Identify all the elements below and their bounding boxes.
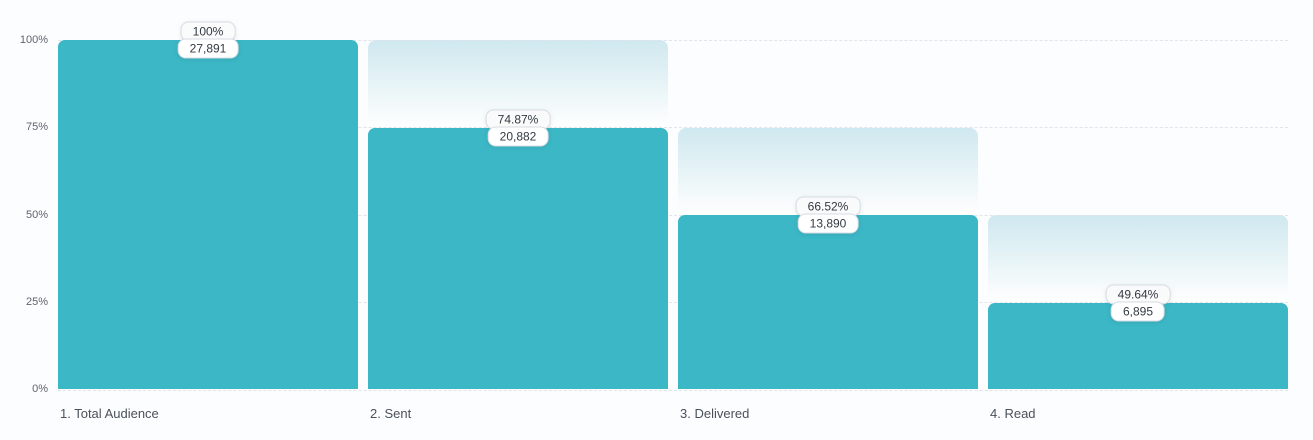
gridline-75 [58, 127, 1288, 129]
funnel-stage-delivered: 66.52% 13,890 3. Delivered [678, 40, 978, 421]
stage-percent-badge: 74.87% [485, 109, 551, 130]
funnel-stage-sent: 74.87% 20,882 2. Sent [368, 40, 668, 421]
y-tick-label: 50% [25, 208, 48, 221]
funnel-stage-read: 49.64% 6,895 4. Read [988, 40, 1288, 421]
gridline-100 [58, 40, 1288, 41]
stage-percent-badge: 66.52% [795, 196, 861, 217]
stage-value-badge: 27,891 [177, 38, 239, 59]
stage-badge: 49.64% 6,895 [1105, 284, 1171, 322]
funnel-stage-total-audience: 100% 27,891 1. Total Audience [58, 21, 358, 421]
y-tick-label: 75% [25, 121, 48, 134]
stage-value-badge: 20,882 [487, 126, 549, 147]
stage-badge: 74.87% 20,882 [485, 109, 551, 147]
stage-value-badge: 13,890 [797, 213, 859, 234]
stage-percent-badge: 100% [180, 21, 236, 42]
stage-value-badge: 6,895 [1110, 301, 1166, 322]
stage-label: 3. Delivered [680, 406, 750, 421]
y-tick-label: 0% [32, 383, 48, 395]
gridline-50 [58, 214, 1288, 216]
y-axis: 100% 75% 50% 25% 0% [0, 34, 48, 395]
funnel-bar[interactable] [58, 40, 358, 389]
stage-label: 4. Read [990, 406, 1036, 421]
stage-badge: 66.52% 13,890 [795, 196, 861, 234]
plot-area: 100% 27,891 1. Total Audience 74.87% 20,… [58, 21, 1288, 421]
gridline-25 [58, 301, 1288, 303]
stage-percent-badge: 49.64% [1105, 284, 1171, 305]
gridline-0 [58, 390, 1288, 391]
y-tick-label: 25% [25, 295, 48, 308]
funnel-bar[interactable] [368, 127, 668, 389]
stage-label: 1. Total Audience [60, 406, 159, 421]
funnel-bar[interactable] [678, 215, 978, 389]
stage-badge: 100% 27,891 [177, 21, 239, 59]
stage-label: 2. Sent [370, 406, 412, 421]
y-tick-label: 100% [19, 34, 48, 46]
